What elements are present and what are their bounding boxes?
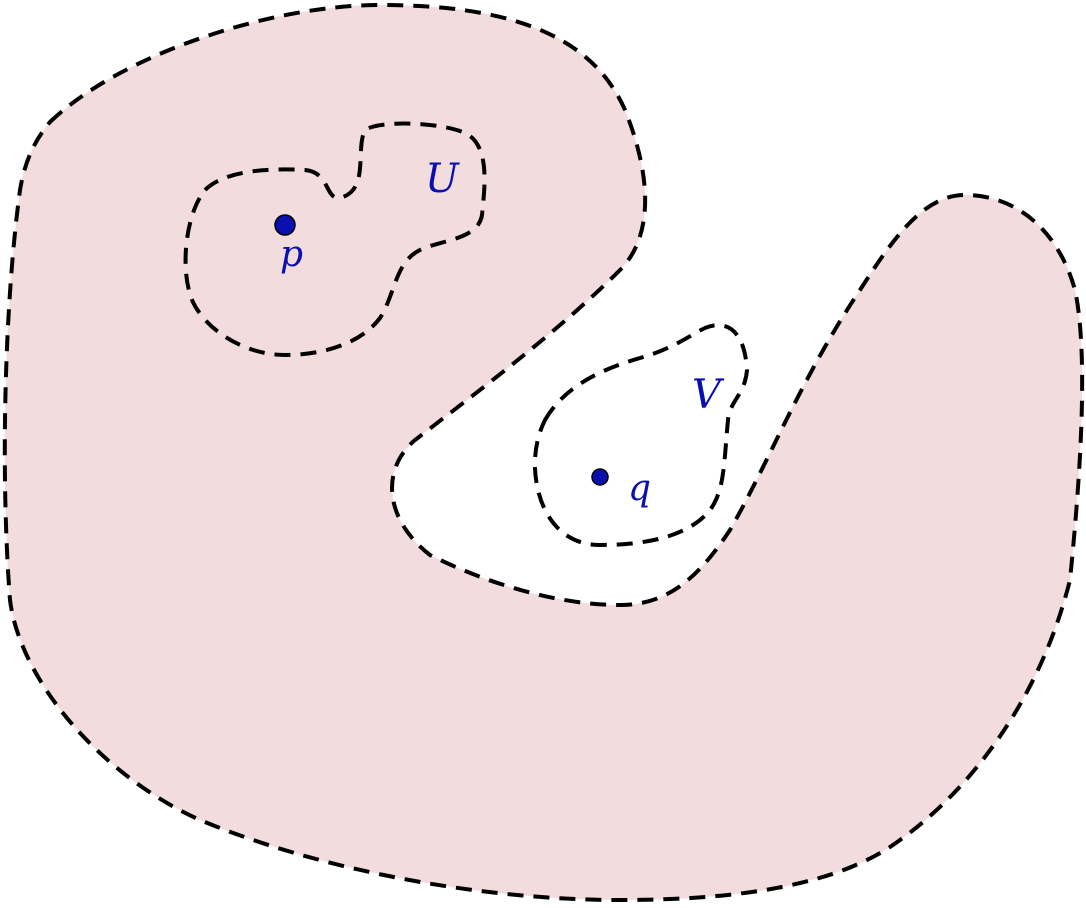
set-v-label: V xyxy=(692,372,725,418)
point-p-marker xyxy=(274,214,296,236)
set-u-label: U xyxy=(425,156,460,202)
set-u-boundary xyxy=(183,121,487,358)
point-q-label: q xyxy=(628,468,651,509)
point-p-label: p xyxy=(280,234,303,275)
point-q-marker xyxy=(591,468,609,486)
set-v-boundary xyxy=(532,323,750,548)
